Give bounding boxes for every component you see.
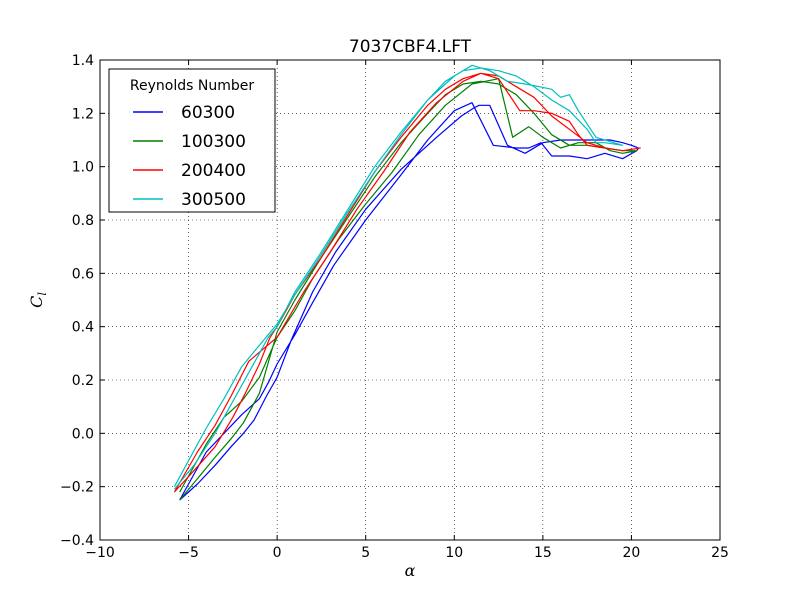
chart-title: 7037CBF4.LFT xyxy=(349,37,472,57)
x-tick-label: −10 xyxy=(85,545,115,561)
x-tick-label: 10 xyxy=(445,545,463,561)
legend-label-200400: 200400 xyxy=(181,161,246,181)
series-layer xyxy=(173,64,641,501)
plot-frame xyxy=(99,59,721,541)
y-tick-label: 1.2 xyxy=(72,106,94,122)
x-tick-label: 25 xyxy=(711,545,729,561)
y-tick-label: 0.0 xyxy=(72,426,94,442)
legend-label-300500: 300500 xyxy=(181,190,246,210)
y-tick-label: 0.6 xyxy=(72,266,94,282)
y-tick-label: 0.8 xyxy=(72,213,94,229)
y-tick-label: 1.4 xyxy=(72,53,94,69)
series-line-300500 xyxy=(173,64,624,490)
x-tick-label: 20 xyxy=(623,545,641,561)
ticks: −10 −5 0 5 10 15 20 25 −0.4 −0.2 0.0 0.2 0.4 0.6 0.8 1.… xyxy=(60,53,729,561)
y-tick-label: 0.4 xyxy=(72,320,94,336)
legend-label-100300: 100300 xyxy=(181,132,246,152)
x-tick-label: 15 xyxy=(534,545,552,561)
x-tick-label: −5 xyxy=(178,545,199,561)
grid xyxy=(100,60,720,540)
y-axis-label-group: Cl xyxy=(27,292,49,308)
y-axis-label-main: C xyxy=(27,296,46,308)
legend-label-60300: 60300 xyxy=(181,103,235,123)
legend: Reynolds Number 60300 100300 200400 300500 xyxy=(108,68,276,213)
y-axis-label: Cl xyxy=(27,292,49,308)
x-axis-label: α xyxy=(405,561,416,580)
y-tick-label: 1.0 xyxy=(72,160,94,176)
x-tick-label: 0 xyxy=(273,545,282,561)
series-line-60300 xyxy=(179,102,640,501)
y-tick-label: −0.2 xyxy=(60,480,94,496)
legend-title: Reynolds Number xyxy=(130,78,254,94)
x-tick-label: 5 xyxy=(361,545,370,561)
y-axis-label-subscript: l xyxy=(36,292,49,296)
y-tick-label: 0.2 xyxy=(72,373,94,389)
y-tick-label: −0.4 xyxy=(60,533,94,549)
